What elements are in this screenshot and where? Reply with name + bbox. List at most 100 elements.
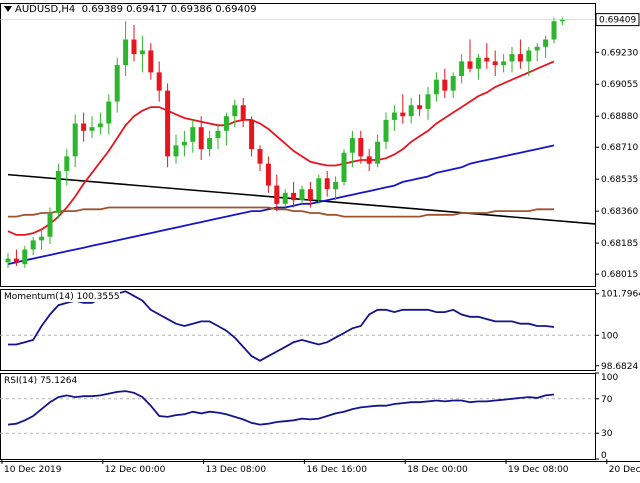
candle-body [543, 39, 549, 47]
momentum-title: Momentum(14) 100.3555 [4, 292, 120, 302]
candle-body [64, 156, 70, 171]
candle-body [425, 94, 431, 109]
dropdown-triangle-icon[interactable] [4, 6, 12, 12]
candle-body [81, 123, 87, 131]
candle-body [559, 19, 565, 22]
rsi-line [7, 390, 555, 426]
last-price-tag [595, 13, 640, 27]
candle-body [97, 123, 103, 128]
candle-body [232, 105, 238, 117]
candle-body [55, 170, 61, 213]
momentum-tick-label: 100 [601, 331, 618, 341]
candle-body [551, 21, 557, 40]
candle-body [114, 65, 120, 102]
candle-body [517, 54, 523, 62]
sma-long-line [8, 206, 554, 218]
price-tick-label: 0.69055 [601, 80, 638, 90]
main-pane-frame [0, 3, 596, 287]
price-tick-label: 0.68535 [601, 175, 638, 185]
candle-body [156, 72, 162, 91]
price-tick-label: 0.68710 [601, 143, 638, 153]
candle-body [291, 192, 297, 201]
candle-body [534, 46, 540, 51]
price-tick-label: 0.68185 [601, 239, 638, 249]
candle-body [526, 50, 532, 62]
candle-body [450, 76, 456, 91]
candle-body [383, 119, 389, 142]
candle-body [358, 138, 364, 157]
symbol-header: AUDUSD,H4 0.69389 0.69417 0.69386 0.6940… [4, 4, 257, 15]
candle-body [106, 101, 112, 124]
momentum-tick-label: 101.7964 [601, 290, 640, 300]
candle-body [89, 127, 95, 131]
rsi-tick-label: 0 [601, 451, 607, 461]
candle-body [349, 138, 355, 153]
rsi-tick-label: 70 [601, 395, 613, 405]
candle-body [509, 54, 515, 62]
candle-body [324, 178, 330, 190]
candle-body [72, 123, 78, 157]
candle-body [391, 112, 397, 120]
candle-body [400, 112, 406, 117]
candle-body [333, 181, 339, 190]
candle-body [123, 39, 129, 66]
candle-body [375, 141, 381, 164]
rsi-title: RSI(14) 75.1264 [4, 376, 78, 386]
sma-fast-line [7, 60, 555, 236]
candle-body [207, 138, 213, 150]
candle-body [459, 61, 465, 77]
sma-slow-line [7, 144, 555, 265]
time-tick-label: 13 Dec 08:00 [206, 465, 267, 475]
ohlc-values: 0.69389 0.69417 0.69386 0.69409 [81, 4, 257, 15]
candle-body [13, 258, 19, 263]
time-tick-label: 10 Dec 2019 [4, 465, 62, 475]
candle-body [442, 79, 448, 91]
candle-body [131, 39, 137, 55]
candle-body [366, 156, 372, 164]
price-tick-label: 0.68360 [601, 207, 638, 217]
candle-body [223, 116, 229, 131]
candle-body [341, 152, 347, 182]
candle-body [173, 145, 179, 157]
price-tick-label: 0.68015 [601, 270, 638, 280]
candle-body [5, 258, 11, 263]
candle-body [165, 90, 171, 157]
candle-body [30, 240, 36, 250]
candle-body [408, 105, 414, 117]
candle-body [181, 141, 187, 146]
candle-body [190, 127, 196, 142]
candle-body [307, 189, 313, 201]
candle-body [215, 130, 221, 139]
candle-body [139, 50, 145, 55]
candle-body [492, 61, 498, 66]
candle-body [274, 185, 280, 204]
candle-body [257, 149, 263, 164]
candle-body [316, 178, 322, 201]
candle-body [39, 236, 45, 241]
candle-body [240, 105, 246, 120]
candle-body [501, 61, 507, 66]
candle-body [148, 50, 154, 73]
candle-body [433, 79, 439, 95]
price-tick-label: 0.69230 [601, 48, 638, 58]
last-price-label: 0.69409 [599, 16, 636, 26]
mom-pane-frame [0, 289, 596, 371]
time-tick-label: 19 Dec 08:00 [508, 465, 569, 475]
candle-body [22, 249, 28, 265]
candle-body [484, 57, 490, 62]
time-tick-label: 12 Dec 00:00 [105, 465, 166, 475]
candle-body [249, 119, 255, 150]
time-tick-label: 16 Dec 16:00 [306, 465, 367, 475]
time-tick-label: 20 Dec 16:00 [609, 465, 640, 475]
time-tick-label: 18 Dec 00:00 [407, 465, 468, 475]
candle-body [299, 189, 305, 201]
candle-body [467, 61, 473, 69]
candle-body [417, 105, 423, 109]
price-tick-label: 0.68880 [601, 112, 638, 122]
candle-body [198, 127, 204, 150]
symbol-label: AUDUSD,H4 [15, 4, 76, 15]
candle-body [282, 192, 288, 204]
rsi-pane-frame [0, 373, 596, 460]
